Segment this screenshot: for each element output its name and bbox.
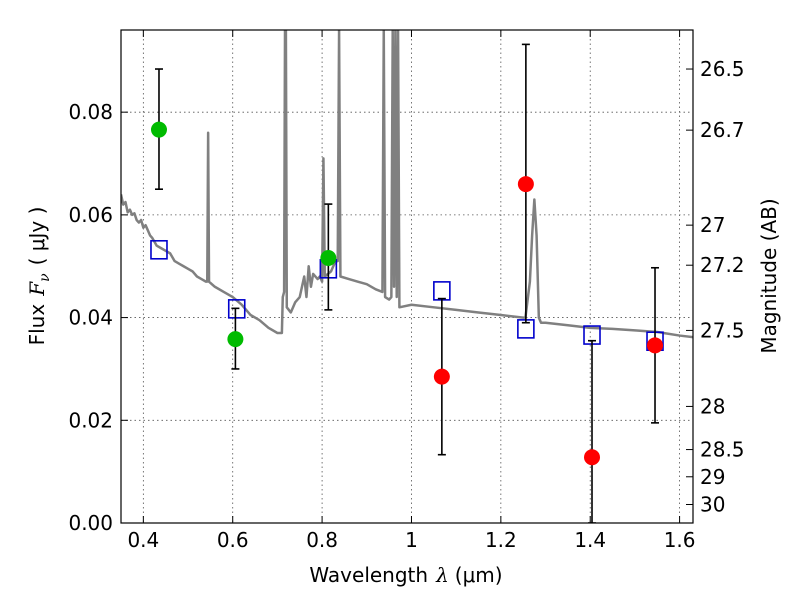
observed-flux-point <box>150 121 167 138</box>
y2-tick-label: 26.5 <box>700 57 745 81</box>
observed-flux-point <box>647 337 664 354</box>
x-tick-label: 1.4 <box>574 528 606 552</box>
y2-tick-label: 28.5 <box>700 438 745 462</box>
y-axis: 0.00 0.02 0.04 0.06 0.08 <box>68 100 128 535</box>
y2-tick-label: 28 <box>700 394 725 418</box>
observed-flux-point <box>433 368 450 385</box>
model-photometry-square <box>227 299 246 319</box>
y-axis-label: Flux Fν ( μJy ) <box>25 207 53 346</box>
x-tick-label: 0.8 <box>306 528 338 552</box>
y2-tick-label: 30 <box>700 493 725 517</box>
y-tick-label: 0.08 <box>68 100 113 124</box>
y-tick-label: 0.02 <box>68 408 113 432</box>
y-axis-label-symbol-sub: ν <box>37 273 53 282</box>
y2-axis: 26.5 26.7 27 27.2 27.5 28 28.5 29 30 <box>686 57 745 517</box>
x-axis-label-unit: (μm) <box>455 563 503 587</box>
y-axis-label-symbol: F <box>25 281 49 297</box>
plot-area <box>121 30 693 523</box>
y-axis-label-text: Flux <box>25 304 49 346</box>
x-axis-label-text: Wavelength <box>309 563 428 587</box>
x-tick-label: 1 <box>405 528 418 552</box>
y2-axis-label: Magnitude (AB) <box>757 198 781 353</box>
plot-frame <box>120 29 694 524</box>
y2-tick-label: 29 <box>700 465 725 489</box>
y-tick-label: 0.00 <box>68 511 113 535</box>
observed-flux-point <box>584 449 601 466</box>
observed-flux-point <box>517 176 534 193</box>
x-tick-label: 0.6 <box>217 528 249 552</box>
x-axis: 0.4 0.6 0.8 1 1.2 1.4 1.6 <box>127 30 696 552</box>
y-tick-label: 0.06 <box>68 203 113 227</box>
model-photometry-square <box>150 239 168 260</box>
y2-tick-label: 27.5 <box>700 318 745 342</box>
x-axis-label: Wavelength λ (μm) <box>309 563 502 587</box>
x-tick-label: 1.6 <box>664 528 696 552</box>
y2-tick-label: 26.7 <box>700 118 745 142</box>
y-axis-label-unit: ( μJy ) <box>25 207 49 266</box>
y-tick-label: 0.04 <box>68 306 113 330</box>
y2-tick-label: 27.2 <box>700 253 745 277</box>
y2-tick-label: 27 <box>700 213 725 237</box>
x-axis-label-symbol: λ <box>435 563 449 587</box>
x-tick-label: 1.2 <box>485 528 517 552</box>
observed-flux-point <box>227 331 244 348</box>
observed-flux-point <box>320 250 337 267</box>
template-spectrum-line <box>121 30 693 339</box>
x-tick-label: 0.4 <box>127 528 159 552</box>
